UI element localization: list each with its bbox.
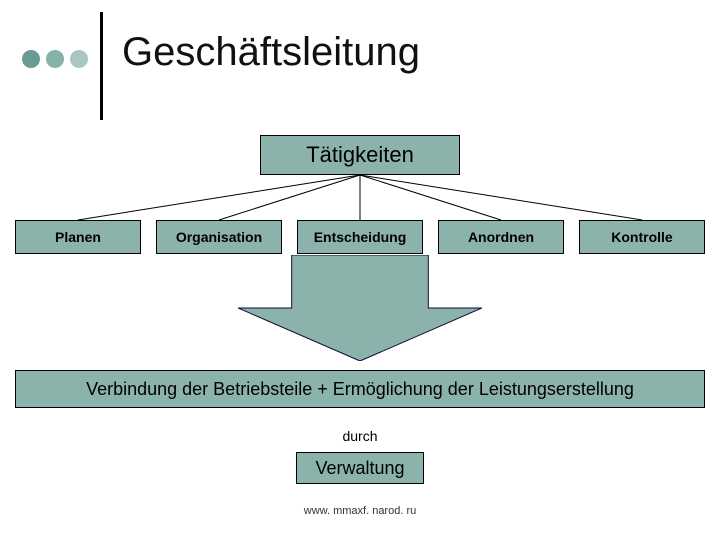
slide-title: Geschäftsleitung	[122, 30, 420, 75]
box-label: Kontrolle	[611, 229, 672, 245]
box-anordnen: Anordnen	[438, 220, 564, 254]
slide-root: Geschäftsleitung Tätigkeiten Planen Orga…	[0, 0, 720, 540]
title-divider	[100, 12, 103, 120]
activities-box: Tätigkeiten	[260, 135, 460, 175]
dot-1	[22, 50, 40, 68]
box-planen: Planen	[15, 220, 141, 254]
box-label: Anordnen	[468, 229, 534, 245]
five-boxes-row: Planen Organisation Entscheidung Anordne…	[15, 220, 705, 254]
connection-box: Verbindung der Betriebsteile + Ermöglich…	[15, 370, 705, 408]
box-organisation: Organisation	[156, 220, 282, 254]
verwaltung-box: Verwaltung	[296, 452, 424, 484]
durch-label: durch	[0, 428, 720, 444]
title-dots	[22, 50, 88, 68]
box-label: Planen	[55, 229, 101, 245]
down-arrow-icon	[238, 255, 482, 361]
connection-text: Verbindung der Betriebsteile + Ermöglich…	[86, 379, 634, 400]
dot-2	[46, 50, 64, 68]
box-label: Organisation	[176, 229, 262, 245]
box-entscheidung: Entscheidung	[297, 220, 423, 254]
box-label: Entscheidung	[314, 229, 407, 245]
activities-label: Tätigkeiten	[306, 142, 414, 168]
footer-url: www. mmaxf. narod. ru	[0, 505, 720, 517]
verwaltung-label: Verwaltung	[315, 458, 404, 479]
box-kontrolle: Kontrolle	[579, 220, 705, 254]
dot-3	[70, 50, 88, 68]
